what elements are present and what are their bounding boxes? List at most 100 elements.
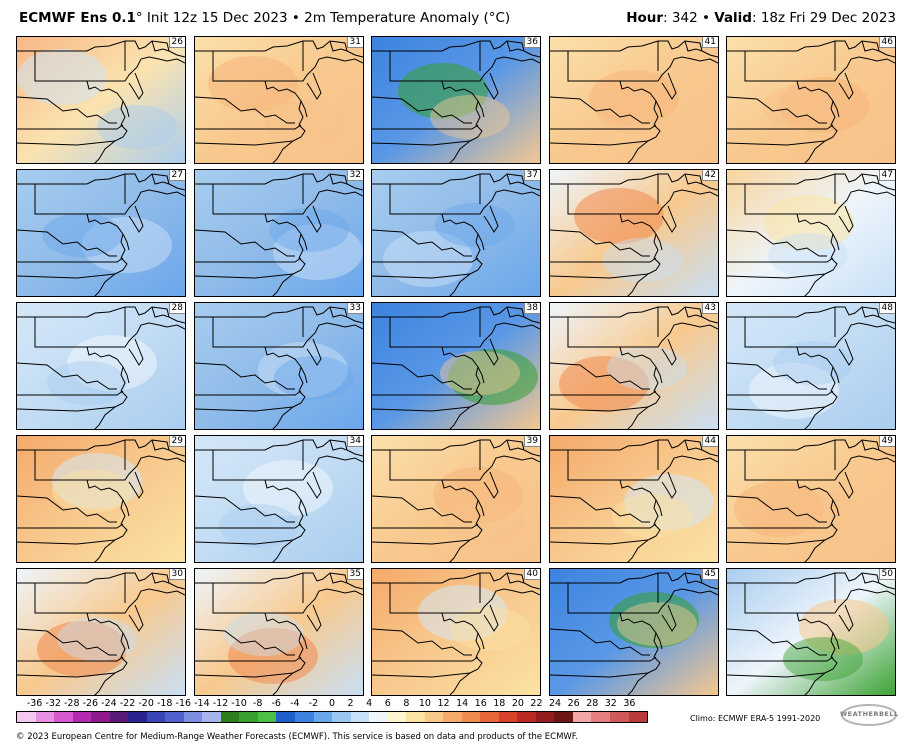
ensemble-member-panel: 27 (16, 169, 186, 297)
colorbar-tick-label: 22 (530, 698, 543, 709)
colorbar-segment (54, 712, 73, 722)
colorbar-segment (202, 712, 221, 722)
colorbar-tick-label: -6 (271, 698, 281, 709)
member-number-label: 32 (346, 170, 363, 181)
colorbar-segment (257, 712, 277, 722)
member-number-label: 34 (346, 436, 363, 447)
member-number-label: 30 (168, 569, 185, 580)
temperature-anomaly-map (372, 303, 540, 429)
member-number-label: 46 (878, 37, 895, 48)
colorbar-segment (498, 712, 518, 722)
temperature-anomaly-map (17, 303, 185, 429)
temperature-anomaly-map (727, 170, 895, 296)
ensemble-member-panel: 32 (194, 169, 364, 297)
colorbar-tick-label: -22 (119, 698, 136, 709)
ensemble-member-panel: 50 (726, 568, 896, 696)
colorbar-tick-label: -2 (308, 698, 319, 709)
colorbar-segment (146, 712, 166, 722)
ensemble-member-panel: 37 (371, 169, 541, 297)
colorbar-segment (183, 712, 203, 722)
colorbar-tick-label: 6 (384, 698, 391, 709)
degree-symbol: ° (135, 10, 143, 26)
colorbar-segment (443, 712, 462, 722)
colorbar-segment (332, 712, 351, 722)
ensemble-member-panel: 49 (726, 435, 896, 563)
colorbar-segment (276, 712, 295, 722)
colorbar-tick-label: 18 (493, 698, 506, 709)
member-number-label: 42 (701, 170, 718, 181)
ensemble-member-panel: 38 (371, 302, 541, 430)
colorbar-tick-label: 24 (549, 698, 562, 709)
map-title: ECMWF Ens 0.1° Init 12z 15 Dec 2023 • 2m… (19, 10, 510, 26)
colorbar-segment (220, 712, 240, 722)
title-separator: • (291, 10, 300, 26)
member-number-label: 39 (523, 436, 540, 447)
colorbar-segment (406, 712, 425, 722)
colorbar-segment (424, 712, 444, 722)
colorbar-tick-label: 14 (456, 698, 469, 709)
member-number-label: 43 (701, 303, 718, 314)
colorbar-segment (128, 712, 147, 722)
header: ECMWF Ens 0.1° Init 12z 15 Dec 2023 • 2m… (0, 0, 913, 32)
ensemble-member-panel: 46 (726, 36, 896, 164)
ensemble-member-panel: 35 (194, 568, 364, 696)
ensemble-member-panel: 33 (194, 302, 364, 430)
colorbar-tick-label: 8 (403, 698, 410, 709)
ensemble-member-panel: 29 (16, 435, 186, 563)
temperature-anomaly-map (17, 436, 185, 562)
ensemble-member-panel: 31 (194, 36, 364, 164)
temperature-anomaly-map (727, 303, 895, 429)
member-number-label: 28 (168, 303, 185, 314)
colorbar-tick-label: -36 (26, 698, 43, 709)
temperature-anomaly-map (550, 303, 718, 429)
weatherbell-logo: WEATHERBELL (840, 703, 898, 727)
member-number-label: 27 (168, 170, 185, 181)
colorbar-tick-label: 0 (328, 698, 336, 709)
product-name: ECMWF Ens 0.1 (19, 10, 136, 26)
colorbar-tick-label: -16 (175, 698, 192, 709)
temperature-anomaly-map (372, 37, 540, 163)
temperature-anomaly-map (17, 569, 185, 695)
member-number-label: 38 (523, 303, 540, 314)
colorbar-segment (535, 712, 555, 722)
colorbar-segment (387, 712, 407, 722)
member-number-label: 44 (701, 436, 718, 447)
colorbar-tick-label: -12 (212, 698, 229, 709)
member-number-label: 29 (168, 436, 185, 447)
ensemble-member-panel: 28 (16, 302, 186, 430)
hour-value: : 342 (663, 10, 698, 26)
colorbar-segment (313, 712, 333, 722)
temperature-anomaly-map (195, 303, 363, 429)
temperature-anomaly-map (17, 170, 185, 296)
valid-label: Valid (714, 10, 752, 26)
colorbar-tick-label: 32 (604, 698, 617, 709)
temperature-anomaly-map (550, 170, 718, 296)
ensemble-member-panel: 36 (371, 36, 541, 164)
valid-time-info: Hour: 342 • Valid: 18z Fri 29 Dec 2023 (626, 10, 896, 26)
temperature-anomaly-map (195, 170, 363, 296)
colorbar-segment (480, 712, 499, 722)
ensemble-member-panel: 39 (371, 435, 541, 563)
colorbar-segment (591, 712, 610, 722)
ensemble-member-panel: 42 (549, 169, 719, 297)
colorbar-tick-label: -10 (231, 698, 247, 709)
colorbar-tick-label: 10 (418, 698, 431, 709)
temperature-anomaly-map (372, 436, 540, 562)
member-number-label: 33 (346, 303, 363, 314)
member-number-label: 41 (701, 37, 718, 48)
member-number-label: 26 (168, 37, 185, 48)
temperature-anomaly-map (727, 569, 895, 695)
temperature-anomaly-map (195, 569, 363, 695)
ensemble-member-panel: 40 (371, 568, 541, 696)
ensemble-member-panel: 26 (16, 36, 186, 164)
temperature-anomaly-map (372, 569, 540, 695)
member-number-label: 36 (523, 37, 540, 48)
member-number-label: 45 (701, 569, 718, 580)
colorbar-segment (517, 712, 536, 722)
ensemble-member-panel: 34 (194, 435, 364, 563)
temperature-anomaly-map (372, 170, 540, 296)
colorbar-tick-label: 36 (623, 698, 636, 709)
temperature-anomaly-map (195, 37, 363, 163)
valid-separator: • (701, 10, 710, 26)
colorbar-tick-label: 4 (366, 698, 373, 709)
